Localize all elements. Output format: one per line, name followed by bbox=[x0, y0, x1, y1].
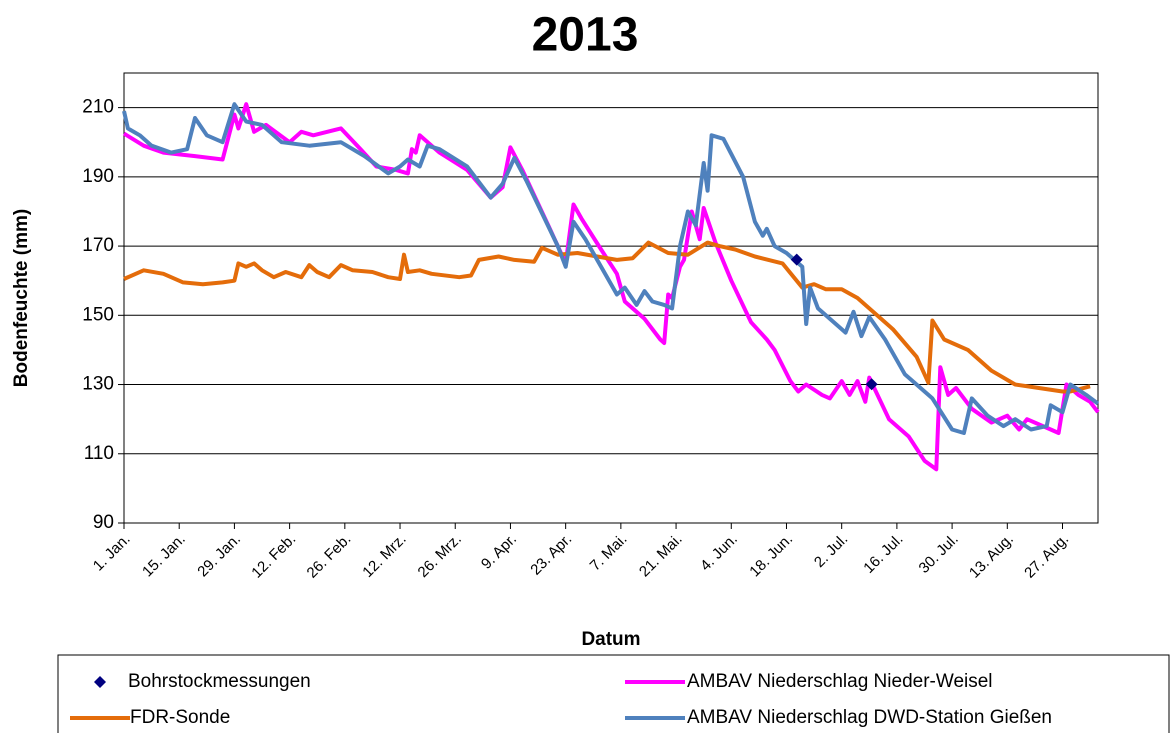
line-series bbox=[122, 102, 1100, 435]
legend-label: FDR-Sonde bbox=[130, 707, 230, 728]
scatter-point bbox=[790, 253, 803, 266]
legend-marker bbox=[94, 676, 106, 688]
x-tick-label: 23. Apr. bbox=[527, 531, 575, 579]
y-tick-label: 90 bbox=[93, 512, 114, 533]
x-tick-label: 18. Jun. bbox=[746, 531, 796, 581]
x-tick-label: 15. Jan. bbox=[139, 531, 189, 581]
y-tick-label: 210 bbox=[82, 97, 114, 118]
scatter-point bbox=[865, 378, 878, 391]
x-tick-label: 9. Apr. bbox=[478, 531, 520, 573]
x-tick-label: 16. Jul. bbox=[860, 531, 906, 577]
y-tick-label: 190 bbox=[82, 166, 114, 187]
x-tick-label: 26. Mrz. bbox=[415, 531, 465, 581]
plot-area bbox=[123, 72, 1099, 524]
x-tick-label: 1. Jan. bbox=[90, 531, 134, 575]
x-tick-label: 21. Mai. bbox=[636, 531, 686, 581]
line-series bbox=[123, 240, 1091, 394]
x-tick-label: 30. Jul. bbox=[916, 531, 962, 577]
x-tick-label: 26. Feb. bbox=[304, 531, 355, 582]
chart-title: 2013 bbox=[532, 9, 639, 62]
legend-label: AMBAV Niederschlag Nieder-Weisel bbox=[687, 671, 993, 692]
y-axis-title: Bodenfeuchte (mm) bbox=[11, 209, 32, 387]
legend-label: Bohrstockmessungen bbox=[128, 671, 311, 692]
x-tick-label: 27. Aug. bbox=[1021, 531, 1072, 582]
y-tick-label: 170 bbox=[82, 235, 114, 256]
legend-label: AMBAV Niederschlag DWD-Station Gießen bbox=[687, 707, 1052, 728]
y-tick-label: 110 bbox=[84, 443, 114, 464]
x-tick-label: 12. Mrz. bbox=[359, 531, 409, 581]
x-tick-label: 29. Jan. bbox=[194, 531, 244, 581]
y-tick-label: 130 bbox=[82, 374, 114, 395]
x-tick-label: 12. Feb. bbox=[248, 531, 299, 582]
legend-box bbox=[57, 654, 1170, 733]
y-tick-label: 150 bbox=[82, 304, 114, 325]
x-tick-label: 4. Jun. bbox=[697, 531, 741, 575]
x-tick-label: 13. Aug. bbox=[966, 531, 1017, 582]
x-tick-label: 2. Jul. bbox=[811, 531, 851, 571]
x-axis-title: Datum bbox=[581, 629, 640, 650]
x-tick-label: 7. Mai. bbox=[587, 531, 631, 575]
